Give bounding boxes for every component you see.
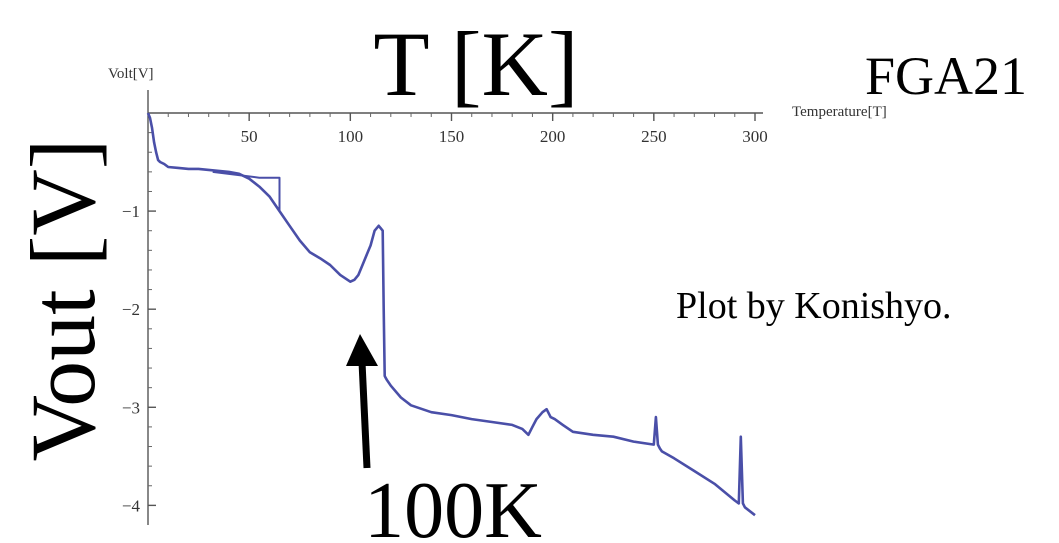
sample-name-label: FGA21 — [865, 46, 1027, 106]
x-tick-label: 200 — [540, 127, 566, 146]
x-tick-label: 150 — [439, 127, 465, 146]
arrow-shaft — [358, 361, 371, 469]
arrow-annotation-label: 100K — [364, 467, 542, 543]
axes — [147, 90, 763, 525]
left-axis-annotation: Vout [V] — [12, 139, 114, 462]
major-ticks — [148, 113, 756, 507]
y-tick-label: −3 — [122, 398, 140, 417]
arrow-head — [346, 334, 378, 366]
data-line-main — [146, 112, 756, 517]
x-tick-label: 250 — [641, 127, 667, 146]
credit-label: Plot by Konishyo. — [676, 285, 952, 327]
tick-labels: 50 100 150 200 250 300 −1 −2 −3 −4 — [122, 127, 768, 515]
x-tick-label: 50 — [241, 127, 258, 146]
series-layer — [146, 112, 756, 517]
y-axis-title: Volt[V] — [108, 66, 154, 82]
y-tick-label: −1 — [122, 202, 140, 221]
minor-ticks — [148, 113, 756, 487]
data-line-secondary — [212, 170, 281, 212]
arrow-annotation — [346, 334, 378, 469]
x-tick-label: 100 — [338, 127, 364, 146]
x-axis-title: Temperature[T] — [792, 104, 887, 120]
top-axis-annotation: T [K] — [373, 13, 578, 115]
y-tick-label: −4 — [122, 496, 141, 515]
y-tick-label: −2 — [122, 300, 140, 319]
x-tick-label: 300 — [742, 127, 768, 146]
